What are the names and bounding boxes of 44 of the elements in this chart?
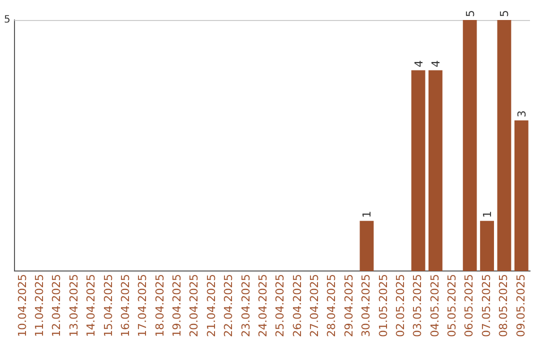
data-label: 3 (515, 110, 528, 118)
data-label: 5 (464, 10, 477, 17)
data-label: 4 (412, 60, 426, 68)
x-tick-label: 07.05.2025 (480, 274, 493, 338)
x-tick-label: 09.05.2025 (514, 274, 528, 338)
x-tick-label: 08.05.2025 (497, 274, 510, 338)
x-tick-label: 22.04.2025 (222, 274, 236, 338)
data-label: 4 (429, 60, 442, 68)
x-tick-label: 24.04.2025 (256, 274, 270, 338)
x-tick-label: 19.04.2025 (170, 274, 184, 338)
x-tick-label: 13.04.2025 (67, 274, 80, 338)
x-tick-label: 26.04.2025 (290, 274, 304, 338)
bar (428, 70, 442, 272)
x-tick-label: 16.04.2025 (118, 274, 132, 338)
x-tick-label: 03.05.2025 (411, 274, 424, 338)
bar (360, 220, 374, 272)
bar (497, 20, 512, 272)
x-tick-label: 29.04.2025 (342, 274, 356, 338)
x-tick-label: 12.04.2025 (50, 274, 64, 338)
x-tick-label: 11.04.2025 (33, 274, 46, 338)
x-tick-label: 15.04.2025 (102, 274, 115, 338)
x-tick-label: 14.04.2025 (84, 274, 98, 338)
bar (462, 20, 477, 272)
x-tick-label: 01.05.2025 (376, 274, 390, 338)
x-tick-label: 02.05.2025 (394, 274, 407, 338)
x-tick-label: 21.04.2025 (204, 274, 218, 338)
x-tick-label: 30.04.2025 (360, 274, 373, 338)
x-tick-label: 25.04.2025 (274, 274, 287, 338)
x-tick-label: 17.04.2025 (136, 274, 150, 338)
x-tick-label: 27.04.2025 (308, 274, 322, 338)
x-tick-label: 06.05.2025 (462, 274, 476, 338)
x-tick-label: 28.04.2025 (325, 274, 338, 338)
x-tick-label: 04.05.2025 (428, 274, 442, 338)
data-label: 1 (481, 210, 494, 218)
x-tick-label: 18.04.2025 (153, 274, 166, 338)
x-tick-label: 10.04.2025 (16, 274, 29, 338)
bar (411, 70, 426, 272)
x-tick-label: 23.04.2025 (239, 274, 252, 338)
x-tick-label: 20.04.2025 (188, 274, 201, 338)
x-tick-label: 05.05.2025 (446, 274, 459, 338)
bar (514, 120, 528, 272)
bar (480, 220, 494, 272)
data-label: 5 (498, 10, 512, 17)
data-label: 1 (360, 210, 374, 218)
